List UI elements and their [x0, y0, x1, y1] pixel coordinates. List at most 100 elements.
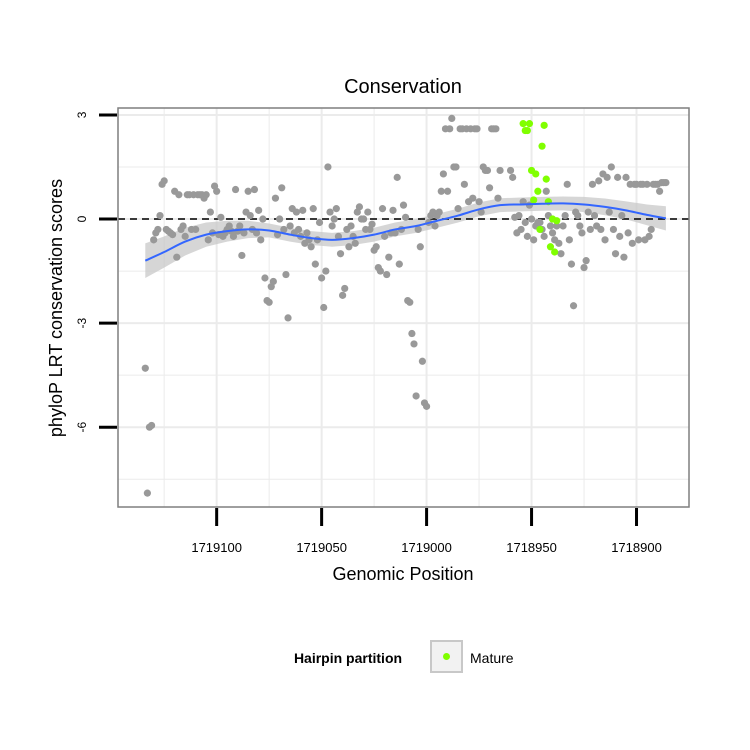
- data-point: [517, 225, 525, 234]
- x-tick-label: 1719100: [191, 540, 242, 555]
- data-point: [609, 225, 618, 234]
- data-point: [601, 236, 609, 244]
- data-point: [399, 201, 408, 209]
- data-point: [412, 392, 420, 400]
- data-point: [410, 340, 418, 348]
- data-point: [401, 213, 410, 221]
- data-point: [217, 213, 225, 221]
- data-point: [435, 208, 443, 216]
- data-point: [647, 225, 655, 234]
- data-point: [202, 191, 210, 199]
- confidence-ribbon-layer: [145, 196, 666, 279]
- data-point: [618, 211, 626, 220]
- data-point: [299, 206, 307, 214]
- data-point: [611, 250, 620, 258]
- data-point: [492, 125, 500, 133]
- data-point: [603, 173, 611, 181]
- data-point: [231, 185, 240, 194]
- data-point: [181, 232, 189, 240]
- data-point: [477, 208, 485, 216]
- data-point: [143, 489, 151, 497]
- data-point: [521, 218, 529, 227]
- data-point: [141, 364, 149, 372]
- chart-title: Conservation: [344, 76, 462, 98]
- y-axis: 3 0 -3 -6: [75, 111, 117, 433]
- data-point: [496, 166, 504, 175]
- data-point: [443, 187, 452, 195]
- data-point: [393, 173, 401, 181]
- data-point: [364, 208, 372, 216]
- data-point: [509, 173, 517, 181]
- legend-mature-point: [443, 653, 450, 660]
- data-point: [557, 250, 565, 258]
- data-point: [515, 211, 523, 220]
- data-point: [561, 211, 569, 220]
- data-point: [345, 243, 353, 251]
- data-point: [624, 229, 632, 237]
- data-point: [414, 225, 422, 234]
- data-point-mature: [523, 126, 531, 135]
- data-point: [246, 211, 254, 220]
- data-point: [527, 215, 536, 223]
- legend: Hairpin partition Mature: [294, 640, 514, 673]
- data-point: [284, 314, 292, 322]
- data-point: [160, 177, 168, 185]
- data-point: [292, 208, 301, 216]
- data-point: [206, 208, 214, 216]
- data-points-layer: [141, 114, 670, 497]
- data-point: [590, 211, 599, 220]
- data-point: [154, 225, 162, 234]
- data-point-mature: [542, 175, 550, 183]
- data-point: [540, 232, 548, 240]
- panel-border: [117, 107, 690, 508]
- data-point-mature: [553, 217, 561, 225]
- data-point: [553, 222, 561, 230]
- data-point: [574, 211, 582, 220]
- data-point: [261, 274, 269, 282]
- data-point: [635, 236, 643, 244]
- data-point: [282, 270, 290, 279]
- data-point: [643, 180, 651, 188]
- data-point: [439, 170, 447, 178]
- data-point: [542, 187, 550, 195]
- data-point: [408, 329, 416, 338]
- data-point-mature: [538, 142, 546, 150]
- data-point: [576, 222, 584, 230]
- data-point: [431, 222, 439, 230]
- data-point: [548, 229, 557, 237]
- data-point: [265, 298, 273, 306]
- data-point: [452, 163, 460, 171]
- data-point: [454, 205, 462, 213]
- data-point: [446, 125, 454, 133]
- data-point: [330, 215, 338, 223]
- data-point: [307, 243, 315, 251]
- data-point: [536, 218, 544, 227]
- data-point: [582, 257, 590, 265]
- data-point: [448, 114, 456, 123]
- data-point: [620, 253, 628, 261]
- data-point: [257, 236, 265, 244]
- confidence-ribbon: [145, 196, 666, 279]
- data-point: [559, 222, 567, 230]
- data-point: [506, 166, 515, 175]
- data-point: [294, 225, 303, 234]
- y-tick-label: -3: [75, 317, 89, 328]
- data-point: [376, 267, 385, 275]
- data-point: [322, 267, 330, 275]
- data-point-mature: [532, 170, 540, 178]
- data-point-mature: [530, 196, 538, 204]
- data-point: [622, 173, 630, 181]
- data-point: [311, 260, 319, 268]
- data-point: [473, 125, 481, 133]
- data-point: [255, 206, 263, 214]
- data-point-mature: [546, 243, 555, 251]
- data-point: [192, 225, 200, 234]
- data-point: [385, 253, 393, 261]
- data-point: [173, 253, 181, 261]
- x-axis-label: Genomic Position: [332, 564, 473, 584]
- data-point: [328, 222, 336, 230]
- data-point: [269, 277, 277, 286]
- data-point: [175, 191, 183, 199]
- data-point: [303, 229, 311, 237]
- data-point-mature: [519, 120, 527, 128]
